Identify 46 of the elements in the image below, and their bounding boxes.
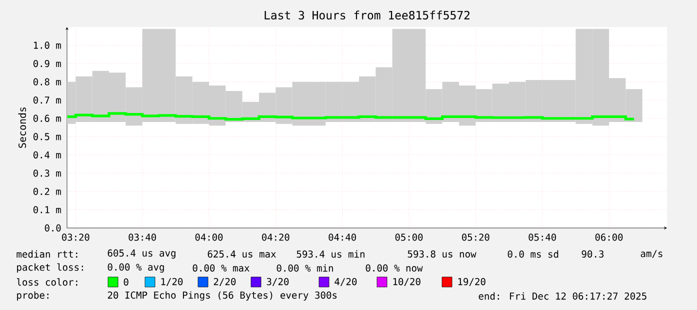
text: am/s [640, 250, 662, 258]
y-tick-label: 1.0 m [34, 42, 61, 49]
x-tick-label: 05:20 [462, 234, 490, 241]
legend-title: loss color: [16, 278, 78, 286]
x-tick-label: 03:40 [128, 234, 156, 241]
legend-label: 0 [124, 278, 128, 286]
y-tick-label: 0.9 m [33, 60, 61, 68]
x-tick-label: 03:20 [62, 234, 90, 241]
x-tick-label: 05:00 [395, 234, 423, 241]
text: end: Fri Dec 12 06:17:27 2025 [478, 292, 646, 300]
text: 20 ICMP Echo Pings (56 Bytes) every 300s [108, 291, 337, 301]
text: median rtt: [16, 250, 78, 258]
x-tick-label: 04:20 [262, 234, 290, 241]
y-tick-label: 0.5 m [33, 133, 61, 140]
legend-label: 4/20 [334, 278, 357, 286]
y-tick-label: 0.7 m [33, 96, 61, 104]
text: 0.00 % min [276, 264, 333, 272]
y-tick-label: 0.2 m [33, 188, 61, 196]
text: 90.3 [582, 250, 604, 258]
text: 0.00 % avg [108, 263, 164, 273]
x-tick-label: 06:00 [595, 234, 623, 241]
text: 593.8 us now [408, 250, 476, 258]
chart-title: Last 3 Hours from 1ee815ff5572 [264, 10, 470, 20]
y-tick-label: 0.3 m [33, 170, 61, 177]
legend-label: 19/20 [458, 278, 486, 286]
y-axis-title: Seconds [18, 107, 26, 148]
text: 0.0 ms sd [508, 250, 558, 258]
y-tick-label: 0.4 m [33, 151, 61, 158]
legend-label: 10/20 [393, 278, 420, 286]
y-tick-label: 0.0 [44, 224, 61, 232]
legend-label: 2/20 [214, 278, 236, 286]
x-tick-label: 04:00 [195, 234, 223, 241]
x-tick-label: 05:40 [528, 234, 556, 241]
text: 0.00 % max [192, 264, 250, 272]
text: 0.00 % now [366, 264, 423, 272]
text: probe: [17, 291, 48, 301]
legend-label: 3/20 [266, 278, 289, 286]
x-tick-label: 04:40 [328, 234, 356, 241]
y-tick-label: 0.8 m [33, 78, 61, 86]
text: 593.4 us min [296, 250, 364, 258]
y-tick-label: 0.6 m [33, 114, 61, 122]
text: 625.4 us max [208, 250, 276, 258]
y-tick-label: 0.1 m [33, 206, 61, 214]
text: 605.4 us avg [108, 249, 176, 259]
text: packet loss: [17, 263, 83, 273]
legend-label: 1/20 [161, 278, 183, 286]
